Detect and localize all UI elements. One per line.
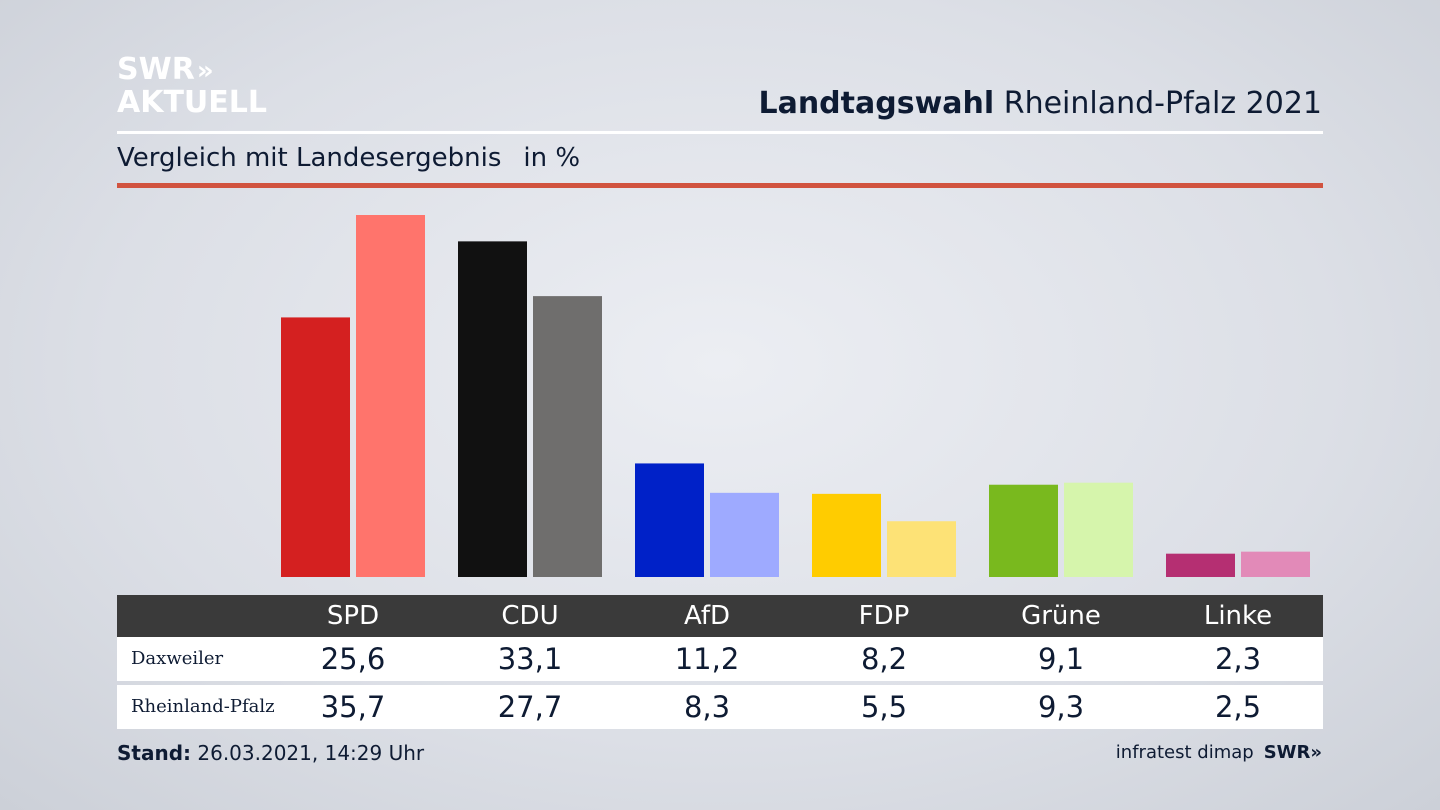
row-label-daxweiler: Daxweiler — [131, 648, 224, 669]
table-header-row: SPD CDU AfD FDP Grüne Linke — [117, 595, 1323, 637]
source-credit: infratest dimap SWR» — [1116, 742, 1322, 763]
category-label: CDU — [501, 601, 559, 631]
unit-label: in % — [523, 143, 581, 173]
title-divider — [117, 131, 1323, 134]
data-label: 5,5 — [860, 690, 908, 724]
bar-afd-daxweiler — [635, 463, 704, 577]
bar-gruene-rheinland-pfalz — [1064, 482, 1133, 577]
bar-afd-rheinland-pfalz — [710, 492, 779, 577]
data-label: 2,3 — [1214, 642, 1262, 676]
swr-brand: SWR» — [1263, 742, 1322, 763]
subtitle-text: Vergleich mit Landesergebnis — [117, 143, 502, 173]
category-label: SPD — [326, 601, 380, 631]
bar-cdu-daxweiler — [458, 241, 527, 577]
chart-title: Landtagswahl Rheinland-Pfalz 2021 — [758, 86, 1322, 121]
bar-gruene-daxweiler — [989, 484, 1058, 577]
results-table: SPD CDU AfD FDP Grüne Linke Daxweiler 25,6 33,… — [117, 595, 1323, 729]
bar-linke-daxweiler — [1166, 553, 1235, 577]
row-label-rheinland-pfalz: Rheinland-Pfalz — [131, 696, 275, 717]
data-label: 8,2 — [860, 642, 908, 676]
timestamp: Stand: 26.03.2021, 14:29 Uhr — [117, 741, 424, 765]
data-label: 11,2 — [674, 642, 740, 676]
data-label: 27,7 — [497, 690, 563, 724]
swr-aktuell-logo: SWR» AKTUELL — [117, 54, 267, 119]
data-label: 9,3 — [1037, 690, 1085, 724]
logo-swr: SWR — [117, 52, 195, 87]
category-label: AfD — [683, 601, 731, 631]
data-label: 35,7 — [320, 690, 386, 724]
title-bold: Landtagswahl — [758, 86, 995, 121]
logo-arrows-icon: » — [196, 56, 214, 86]
bar-spd-rheinland-pfalz — [356, 215, 425, 577]
data-label: 33,1 — [497, 642, 563, 676]
table-row: Rheinland-Pfalz 35,7 27,7 8,3 5,5 9,3 2,5 — [117, 685, 1323, 729]
subtitle-divider — [117, 183, 1323, 188]
data-label: 9,1 — [1037, 642, 1085, 676]
title-rest: Rheinland-Pfalz 2021 — [994, 86, 1322, 121]
chart-subtitle: Vergleich mit Landesergebnis in % — [117, 143, 580, 173]
data-label: 25,6 — [320, 642, 386, 676]
category-label: Linke — [1203, 601, 1273, 631]
logo-aktuell: AKTUELL — [117, 85, 268, 120]
bar-spd-daxweiler — [281, 317, 350, 577]
data-label: 8,3 — [683, 690, 731, 724]
category-label: Grüne — [1021, 601, 1101, 631]
data-label: 2,5 — [1214, 690, 1262, 724]
source-text: infratest dimap — [1115, 742, 1254, 763]
bar-cdu-rheinland-pfalz — [533, 296, 602, 577]
stand-label: Stand: — [117, 741, 192, 765]
bar-fdp-rheinland-pfalz — [887, 521, 956, 577]
category-label: FDP — [858, 601, 910, 631]
stand-value: 26.03.2021, 14:29 Uhr — [191, 741, 425, 765]
bar-linke-rheinland-pfalz — [1241, 551, 1310, 577]
table-row: Daxweiler 25,6 33,1 11,2 8,2 9,1 2,3 — [117, 637, 1323, 681]
bar-fdp-daxweiler — [812, 493, 881, 577]
